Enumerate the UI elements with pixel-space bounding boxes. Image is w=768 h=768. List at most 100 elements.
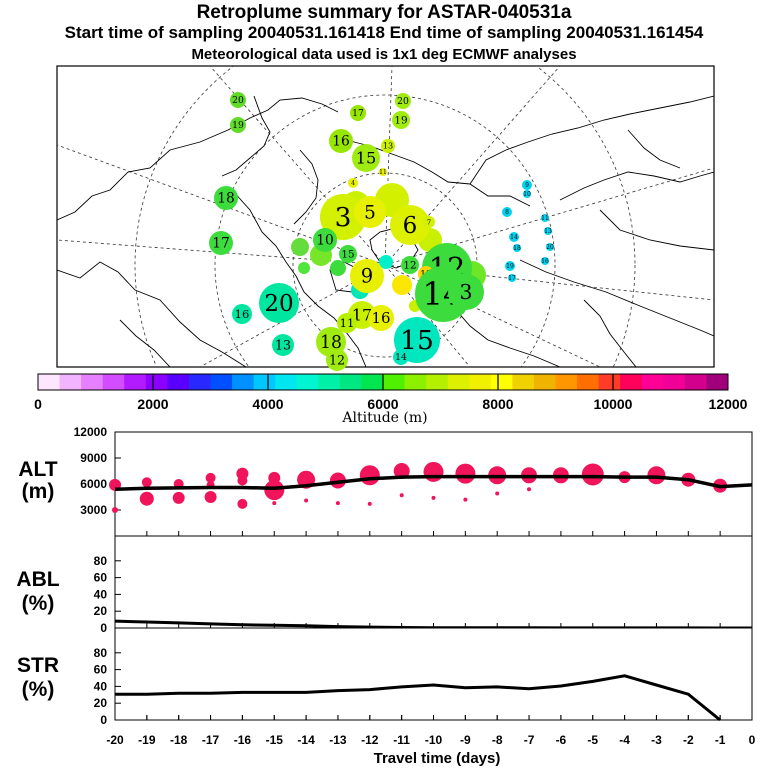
colorbar-cell bbox=[490, 374, 513, 390]
cluster-day-label: 16 bbox=[332, 134, 350, 150]
alt-cluster-point bbox=[581, 463, 604, 486]
alt-cluster-point bbox=[359, 465, 380, 486]
colorbar-label: Altitude (m) bbox=[341, 410, 427, 426]
alt-cluster-point bbox=[304, 498, 309, 503]
alt-cluster-point bbox=[647, 466, 666, 485]
y-tick-label: 80 bbox=[94, 646, 108, 660]
x-tick-label: -12 bbox=[361, 733, 379, 747]
cluster-day-label: 20 bbox=[232, 95, 244, 106]
colorbar-cell bbox=[706, 374, 729, 390]
alt-cluster-point bbox=[172, 491, 185, 504]
cluster-day-label: 10 bbox=[523, 191, 531, 198]
alt-cluster-point bbox=[329, 472, 346, 489]
colorbar-tick-label: 6000 bbox=[367, 396, 398, 412]
cluster-day-label: 18 bbox=[513, 245, 521, 252]
cluster-day-label: 18 bbox=[320, 333, 342, 353]
colorbar-cell bbox=[59, 374, 82, 390]
sampling-times: Start time of sampling 20040531.161418 E… bbox=[64, 23, 704, 42]
alt-cluster-point bbox=[527, 487, 531, 492]
cluster-day-label: 16 bbox=[235, 307, 250, 321]
cluster-day-label: 11 bbox=[340, 316, 355, 330]
cluster-blob bbox=[330, 260, 346, 276]
colorbar-cell bbox=[577, 374, 600, 390]
colorbar-cell bbox=[232, 374, 255, 390]
cluster-day-label: 15 bbox=[356, 148, 376, 167]
y-tick-label: 20 bbox=[94, 604, 108, 618]
colorbar-cell bbox=[296, 374, 319, 390]
cluster-day-label: 6 bbox=[403, 213, 418, 239]
y-tick-label: 40 bbox=[94, 679, 108, 693]
alt-cluster-point bbox=[367, 501, 372, 506]
alt-cluster-point bbox=[272, 501, 277, 506]
colorbar-tick-label: 0 bbox=[34, 396, 42, 412]
x-tick-label: -5 bbox=[587, 733, 598, 747]
colorbar-tick-label: 12000 bbox=[709, 396, 748, 412]
map-panel: 2019172019161513181735612913143201613171… bbox=[56, 65, 715, 371]
colorbar-cell bbox=[598, 374, 621, 390]
colorbar-cell bbox=[555, 374, 578, 390]
colorbar-cell bbox=[102, 374, 125, 390]
x-tick-label: -10 bbox=[425, 733, 443, 747]
y-tick-label: 20 bbox=[94, 696, 108, 710]
alt-cluster-point bbox=[335, 501, 340, 506]
abl-ylabel: ABL bbox=[16, 568, 59, 591]
trajectory-cluster: 11 bbox=[337, 313, 357, 333]
trajectory-cluster: 16 bbox=[232, 304, 252, 324]
x-tick-label: -14 bbox=[297, 733, 315, 747]
y-tick-label: 12000 bbox=[74, 425, 108, 439]
trajectory-cluster: 3 bbox=[320, 194, 366, 240]
colorbar-cell bbox=[361, 374, 384, 390]
x-tick-label: 0 bbox=[749, 733, 756, 747]
colorbar-cell bbox=[38, 374, 61, 390]
trajectory-cluster: 20 bbox=[230, 92, 246, 108]
alt-cluster-point bbox=[141, 477, 152, 488]
trajectory-cluster: 9 bbox=[522, 180, 532, 190]
y-tick-label: 3000 bbox=[80, 503, 107, 517]
trajectory-cluster: 16 bbox=[329, 129, 353, 153]
alt-cluster-point bbox=[139, 491, 154, 506]
alt-ylabel: ALT bbox=[18, 458, 57, 481]
colorbar-cell bbox=[383, 374, 406, 390]
alt-cluster-point bbox=[204, 491, 217, 503]
trajectory-cluster: 13 bbox=[544, 227, 552, 235]
abl-ylabel-unit: (%) bbox=[22, 592, 55, 615]
trajectory-cluster: 16 bbox=[541, 257, 549, 265]
cluster-day-label: 16 bbox=[371, 309, 390, 327]
colorbar-cell bbox=[641, 374, 664, 390]
str-ylabel-unit: (%) bbox=[22, 678, 55, 701]
colorbar-cell bbox=[188, 374, 211, 390]
colorbar-tick-label: 10000 bbox=[594, 396, 633, 412]
cluster-day-label: 13 bbox=[544, 228, 552, 235]
trajectory-cluster: 9 bbox=[350, 259, 384, 293]
trajectory-cluster: 16 bbox=[368, 305, 394, 331]
cluster-day-label: 17 bbox=[212, 236, 230, 252]
colorbar-cell bbox=[469, 374, 492, 390]
x-tick-label: -16 bbox=[234, 733, 252, 747]
cluster-day-label: 13 bbox=[275, 337, 291, 352]
y-tick-label: 0 bbox=[100, 621, 107, 635]
trajectory-cluster: 6 bbox=[390, 205, 430, 245]
trajectory-cluster: 15 bbox=[352, 144, 380, 172]
alt-cluster-point bbox=[264, 480, 285, 501]
cluster-day-label: 4 bbox=[351, 180, 355, 187]
alt-cluster-point bbox=[237, 475, 248, 486]
y-tick-label: 60 bbox=[94, 663, 108, 677]
colorbar-cell bbox=[339, 374, 362, 390]
colorbar-cell bbox=[318, 374, 341, 390]
trajectory-cluster: 17 bbox=[350, 105, 366, 121]
trajectory-cluster: 11 bbox=[541, 214, 549, 222]
cluster-day-label: 3 bbox=[335, 202, 352, 233]
trajectory-cluster: 10 bbox=[523, 190, 531, 198]
cluster-day-label: 19 bbox=[394, 115, 407, 127]
alt-cluster-point bbox=[399, 493, 404, 498]
alt-cluster-point bbox=[112, 507, 118, 513]
cluster-day-label: 14 bbox=[395, 352, 407, 363]
cluster-blob bbox=[298, 262, 310, 274]
trajectory-cluster: 20 bbox=[546, 243, 554, 251]
trajectory-cluster: 14 bbox=[393, 349, 409, 365]
cluster-day-label: 15 bbox=[341, 249, 354, 261]
trajectory-cluster: 20 bbox=[395, 93, 411, 109]
alt-cluster-point bbox=[237, 498, 248, 509]
trajectory-cluster: 3 bbox=[448, 274, 484, 310]
